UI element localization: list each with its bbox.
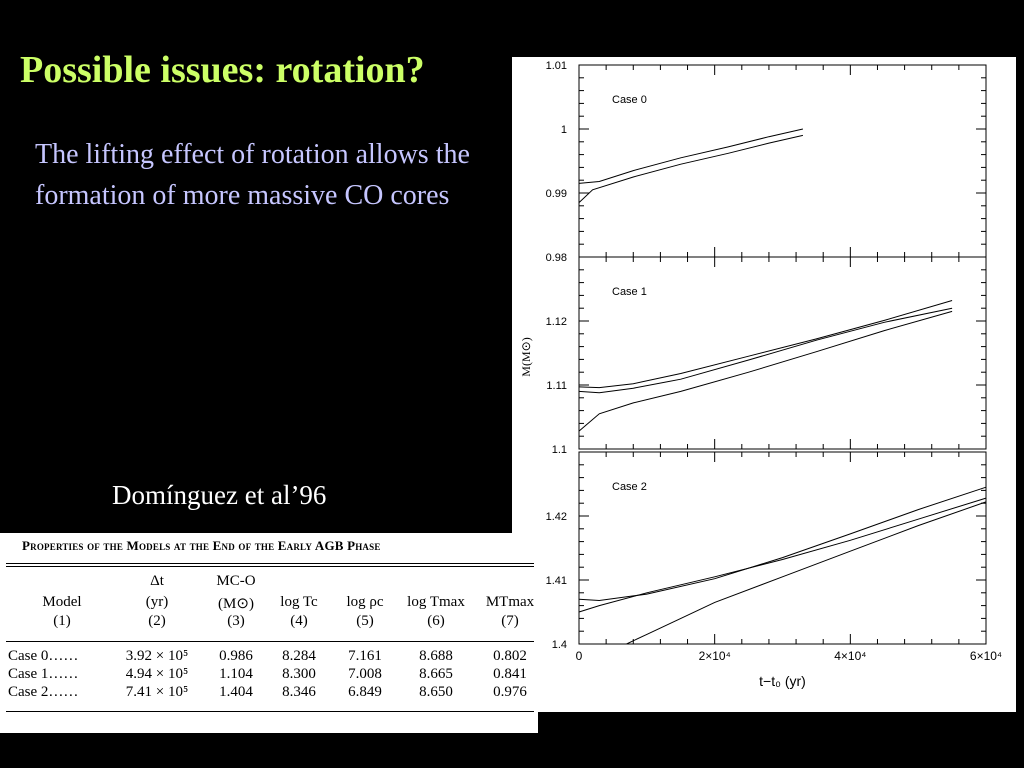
table-header-label: log ρc [346,594,384,610]
panel-label: Case 2 [612,481,647,493]
table-header-number: (2) [148,613,166,629]
table-header-symbol: MC-O [216,573,256,589]
y-tick-label: 0.98 [546,252,567,264]
table-cell-model: Case 1…… [8,666,79,682]
table-cell: 7.161 [348,648,382,664]
series-line-lower [578,307,953,394]
table-rule-header [6,641,534,642]
x-tick-label: 6×10⁴ [970,649,1002,663]
table-header-label: log Tc [280,594,318,610]
series-line-upper [578,300,953,389]
table-header-label: (yr) [145,594,169,610]
y-tick-label: 1 [561,124,567,136]
y-tick-label: 0.99 [546,188,567,200]
table-header-symbol: Δt [150,573,164,589]
series-line-lowest [578,310,953,432]
table-cell: 8.688 [419,648,453,664]
table-cell: 4.94 × 10⁵ [125,666,189,682]
y-tick-label: 1.12 [546,316,567,328]
y-tick-label: 1.11 [546,380,567,392]
y-tick-label: 1.41 [546,575,567,587]
table-header-number: (5) [356,613,374,629]
table-header-number: (7) [501,613,519,629]
table-cell: 0.986 [219,648,253,664]
table-cell: 8.665 [419,666,453,682]
x-tick-label: 0 [576,649,583,663]
table-header-number: (4) [290,613,308,629]
table-rule-bottom [6,711,534,712]
table-cell: 8.650 [419,684,453,700]
table-header-number: (6) [427,613,445,629]
table-cell: 0.841 [493,666,527,682]
table-header-label: log Tmax [407,594,465,610]
y-tick-label: 1.01 [546,60,567,72]
series-line-lower [578,134,804,203]
table-header-label: MTmax [485,594,535,610]
table-cell: 7.41 × 10⁵ [125,684,189,700]
slide-title: Possible issues: rotation? [20,49,425,91]
panel-frame [578,256,987,450]
table-cell: 0.976 [493,684,527,700]
y-tick-label: 1.1 [552,444,567,456]
table-cell: 1.104 [219,666,253,682]
table-rule-top2 [6,566,534,567]
table-cell-model: Case 0…… [8,648,79,664]
panel-frame [578,451,987,645]
citation: Domínguez et al’96 [112,480,327,510]
table-cell: 1.404 [219,684,253,700]
y-tick-label: 1.42 [546,511,567,523]
panel-label: Case 0 [612,94,647,106]
table-cell: 8.346 [282,684,316,700]
y-tick-label: 1.4 [552,639,567,651]
properties-table: Properties of the Models at the End of t… [0,533,538,733]
slide-body-text: The lifting effect of rotation allows th… [35,139,470,211]
table-cell: 8.284 [282,648,316,664]
series-line-lowest [626,501,987,645]
table-cell-model: Case 2…… [8,684,79,700]
table-header-label: (M⊙) [218,596,254,612]
series-line-upper [578,128,804,184]
y-axis-label: M(M⊙) [519,337,533,376]
x-tick-label: 4×10⁴ [834,649,866,663]
table-title: Properties of the Models at the End of t… [22,538,381,553]
x-axis-label: t−t₀ (yr) [759,673,806,689]
table-cell: 0.802 [493,648,527,664]
table-cell: 3.92 × 10⁵ [125,648,189,664]
table-header-number: (1) [53,613,71,629]
table-rule-top [6,563,534,564]
table-header-label: Model [42,594,82,610]
x-tick-label: 2×10⁴ [699,649,731,663]
chart-background [512,57,1016,712]
table-cell: 7.008 [348,666,382,682]
table-cell: 6.849 [348,684,382,700]
table-cell: 8.300 [282,666,316,682]
table-header-number: (3) [227,613,245,629]
series-line-lower [578,497,987,613]
panel-label: Case 1 [612,286,647,298]
